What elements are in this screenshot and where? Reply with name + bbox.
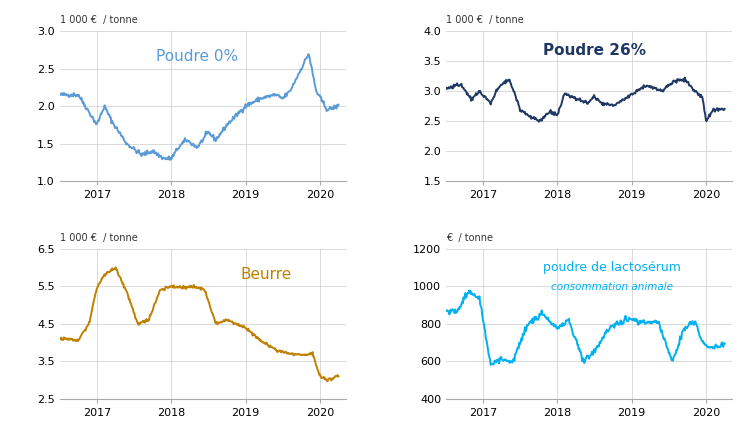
Text: 1 000 €  / tonne: 1 000 € / tonne xyxy=(446,15,524,25)
Text: consommation animale: consommation animale xyxy=(551,282,673,291)
Text: Beurre: Beurre xyxy=(240,267,291,282)
Text: €  / tonne: € / tonne xyxy=(446,233,493,243)
Text: 1 000 €  / tonne: 1 000 € / tonne xyxy=(60,15,137,25)
Text: 1 000 €  / tonne: 1 000 € / tonne xyxy=(60,233,137,243)
Text: poudre de lactosérum: poudre de lactosérum xyxy=(543,260,681,274)
Text: Poudre 26%: Poudre 26% xyxy=(543,43,646,58)
Text: Poudre 0%: Poudre 0% xyxy=(156,49,238,64)
